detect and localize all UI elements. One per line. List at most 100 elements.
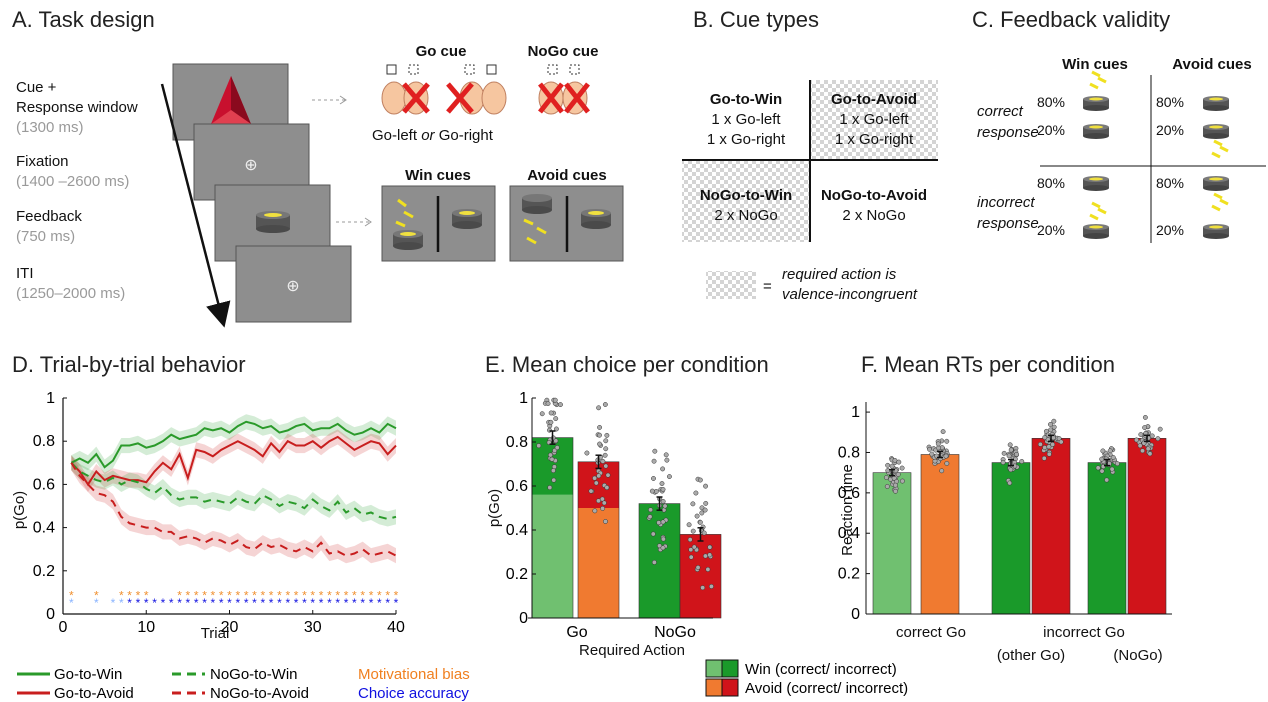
win-correct-80-token-icon [1083,96,1109,111]
bias-marker: * [369,589,374,603]
subject-dot [547,485,553,491]
accuracy-marker: * [136,596,141,610]
svg-text:20%: 20% [1037,222,1065,238]
bias-marker: * [235,589,240,603]
subject-dot [548,419,554,425]
bias-marker: * [310,589,315,603]
panel-d-xlabel: Trial [201,625,230,642]
panel-f-group2: incorrect Go [1043,624,1125,641]
subject-dot [553,438,559,444]
subject-dot [593,480,599,486]
bar-correct [578,508,619,618]
bias-marker: * [260,589,265,603]
bias-marker: * [177,589,182,603]
subject-dot [1099,468,1105,474]
subject-dot [690,528,696,534]
bias-marker: * [377,589,382,603]
iti-cross-icon: ⊕ [286,278,299,295]
accuracy-marker: * [335,596,340,610]
subject-dot [944,461,950,466]
bias-marker: * [69,589,74,603]
cell-go-to-win-name: Go-to-Win [710,91,782,108]
subject-dot [558,402,563,408]
panel-f-group1: correct Go [896,624,966,641]
panel-f-group2b: (NoGo) [1113,647,1162,664]
bias-marker: * [227,589,232,603]
subject-dot [701,530,707,536]
subject-dot [1007,480,1013,486]
bar [680,534,721,618]
subject-dot [686,522,692,528]
subject-dot [697,519,703,525]
bias-marker: * [94,589,99,603]
token-gold [1089,177,1103,181]
subject-dot [599,496,605,502]
band-go-to-avoid [71,429,396,492]
subject-dot [1149,433,1155,439]
svg-text:80%: 80% [1156,175,1184,191]
bias-marker: * [385,589,390,603]
accuracy-marker: * [69,596,74,610]
subject-dot [550,468,556,474]
subject-dot [1155,436,1161,442]
y-tick-label: 1 [851,404,860,421]
legend-choice-accuracy: Choice accuracy [358,685,469,702]
step2-time: (1400 –2600 ms) [16,173,129,190]
cell-go-to-avoid-bg [810,80,938,160]
step2-label: Fixation [16,153,69,170]
subject-dot [1006,453,1012,459]
token-base [1203,185,1229,191]
col-avoid-cues: Avoid cues [1172,56,1251,73]
accuracy-marker: * [186,596,191,610]
bias-marker: * [269,589,274,603]
subject-dot [647,514,653,520]
subject-dot [596,473,602,479]
series-line-go-to-avoid [70,435,397,487]
spark [1091,201,1101,209]
subject-dot [648,507,654,513]
subject-dot [597,424,603,430]
bias-marker: * [186,589,191,603]
subject-dot [927,446,932,452]
subject-dot [1134,437,1139,443]
legend-go-avoid: Go-to-Avoid [54,685,134,702]
step3-time: (750 ms) [16,228,75,245]
token-base [1203,133,1229,139]
cell-nogo-to-avoid-line1: 2 x NoGo [842,207,905,224]
panel-b: B. Cue types Go-to-Win 1 x Go-left 1 x G… [682,7,938,303]
win-neutral-token-icon [452,209,482,229]
y-tick-label: 0.4 [33,520,55,537]
panel-a: A. Task design Cue + Response window (13… [12,7,624,328]
subject-dot [1147,451,1153,457]
subject-dot [660,519,666,525]
bias-marker: * [285,589,290,603]
bias-marker: * [352,589,357,603]
go-left-hands-icon [381,64,430,115]
accuracy-marker: * [227,596,232,610]
subject-dot [944,438,950,444]
subject-dot [1008,447,1014,453]
accuracy-marker: * [277,596,282,610]
accuracy-marker: * [360,596,365,610]
spark [1097,76,1107,84]
subject-dot [699,510,705,516]
subject-dot [604,432,610,438]
accuracy-marker: * [269,596,274,610]
y-tick-label: 0 [519,610,528,627]
bias-marker: * [136,589,141,603]
row-correct-1: correct [977,103,1024,120]
series-line-nogo-to-win [70,462,397,520]
token-gold [1209,97,1223,101]
token-icon [256,211,290,233]
accuracy-marker: * [344,596,349,610]
token-gold [1089,225,1103,229]
bar [1087,462,1127,615]
legend-go-win: Go-to-Win [54,666,122,683]
subject-dot [929,451,935,457]
band-nogo-to-win [71,455,396,527]
avoid-correct-80-token-icon [1203,96,1229,111]
subject-dot [700,585,706,591]
accuracy-marker: * [127,596,132,610]
y-tick-label: 0.6 [33,476,55,493]
subject-dot [885,462,891,468]
